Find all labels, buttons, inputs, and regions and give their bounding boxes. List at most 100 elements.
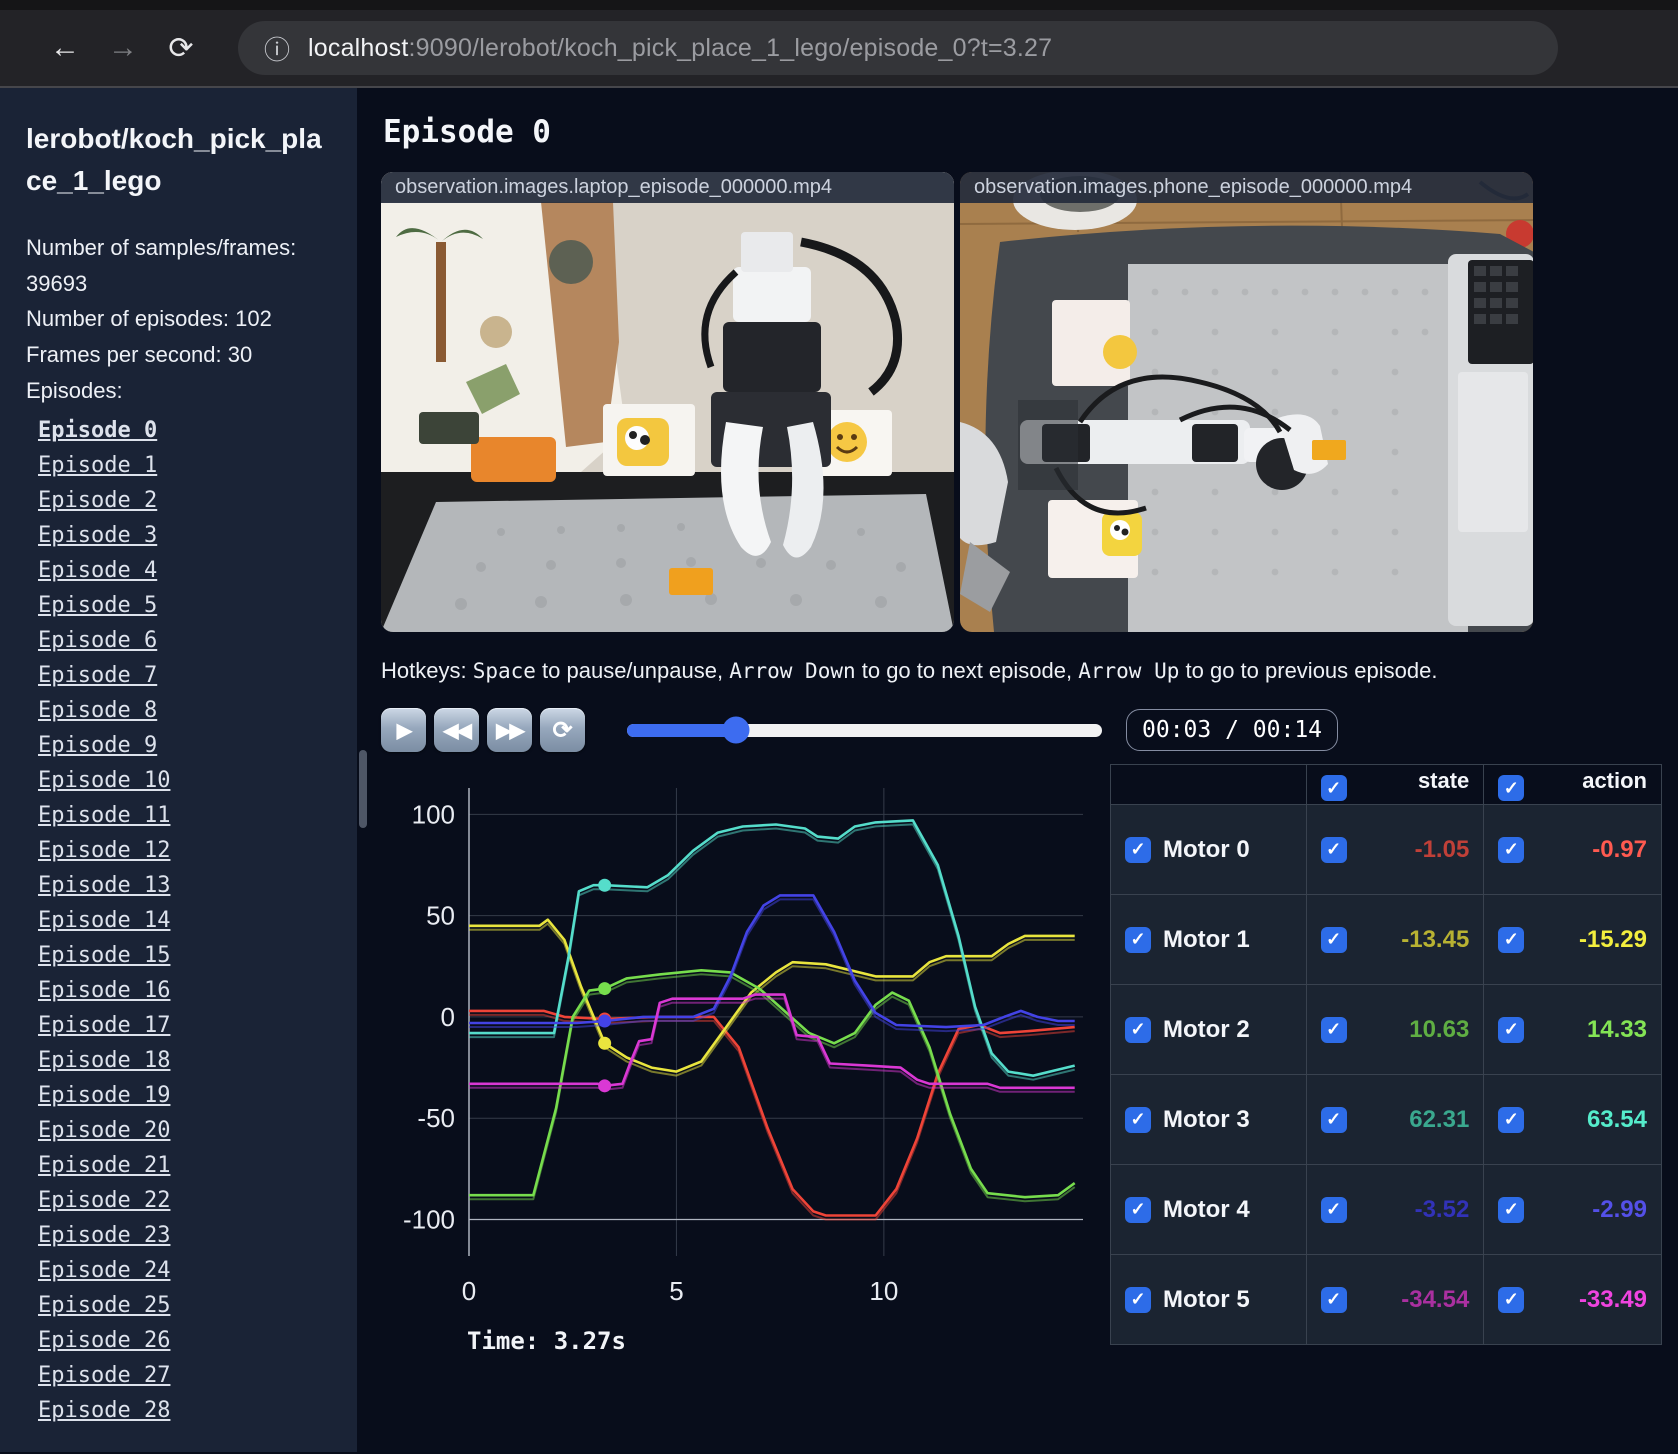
action-column-label: action bbox=[1582, 768, 1647, 793]
site-info-icon[interactable]: ⓘ bbox=[264, 34, 291, 65]
seek-slider-thumb[interactable] bbox=[722, 716, 750, 744]
episode-list-item: Episode 15 bbox=[38, 939, 339, 974]
url-path: :9090/lerobot/koch_pick_place_1_lego/epi… bbox=[408, 33, 1053, 62]
motor-checkbox[interactable]: ✓ bbox=[1125, 836, 1151, 863]
action-checkbox[interactable]: ✓ bbox=[1498, 1016, 1525, 1043]
scrollbar-thumb[interactable] bbox=[359, 750, 367, 828]
state-checkbox[interactable]: ✓ bbox=[1320, 1286, 1347, 1313]
episode-link[interactable]: Episode 16 bbox=[38, 978, 171, 1004]
url-bar[interactable]: ⓘ localhost:9090/lerobot/koch_pick_place… bbox=[238, 21, 1558, 75]
dataset-meta: Number of samples/frames: 39693 Number o… bbox=[26, 230, 328, 408]
episode-link[interactable]: Episode 18 bbox=[38, 1048, 171, 1074]
episode-link[interactable]: Episode 1 bbox=[38, 453, 158, 479]
episode-list-item: Episode 22 bbox=[38, 1184, 339, 1219]
episode-list-item: Episode 17 bbox=[38, 1009, 339, 1044]
episode-list-item: Episode 18 bbox=[38, 1044, 339, 1079]
play-button[interactable]: ▶ bbox=[381, 708, 426, 752]
episode-link[interactable]: Episode 0 bbox=[38, 418, 158, 444]
action-checkbox[interactable]: ✓ bbox=[1498, 1106, 1525, 1133]
svg-text:10: 10 bbox=[869, 1276, 898, 1306]
episode-list-item: Episode 0 bbox=[38, 414, 339, 449]
svg-text:-100: -100 bbox=[403, 1205, 455, 1235]
action-checkbox[interactable]: ✓ bbox=[1498, 1196, 1525, 1223]
action-checkbox[interactable]: ✓ bbox=[1498, 1286, 1525, 1313]
episode-link[interactable]: Episode 9 bbox=[38, 733, 158, 759]
episode-link[interactable]: Episode 6 bbox=[38, 628, 158, 654]
svg-text:0: 0 bbox=[441, 1002, 455, 1032]
rewind-icon: ◀◀ bbox=[443, 719, 472, 742]
state-value: -3.52 bbox=[1414, 1195, 1470, 1223]
episode-link[interactable]: Episode 24 bbox=[38, 1258, 171, 1284]
svg-text:0: 0 bbox=[462, 1276, 476, 1306]
reload-icon[interactable]: ⟳ bbox=[168, 31, 194, 65]
episode-link[interactable]: Episode 3 bbox=[38, 523, 158, 549]
episode-link[interactable]: Episode 4 bbox=[38, 558, 158, 584]
episode-link[interactable]: Episode 8 bbox=[38, 698, 158, 724]
action-value: 14.33 bbox=[1586, 1015, 1647, 1043]
episode-list-item: Episode 16 bbox=[38, 974, 339, 1009]
episode-link[interactable]: Episode 2 bbox=[38, 488, 158, 514]
motor-checkbox[interactable]: ✓ bbox=[1125, 926, 1151, 953]
motor-row: ✓ Motor 0 ✓ -1.05 ✓ -0.97 bbox=[1110, 804, 1662, 895]
video-frame-laptop bbox=[381, 172, 954, 632]
state-checkbox[interactable]: ✓ bbox=[1320, 1196, 1347, 1223]
motor-checkbox[interactable]: ✓ bbox=[1125, 1016, 1151, 1043]
page-title: Episode 0 bbox=[383, 114, 551, 150]
video-phone[interactable]: observation.images.phone_episode_000000.… bbox=[960, 172, 1533, 632]
episode-link[interactable]: Episode 22 bbox=[38, 1188, 171, 1214]
episode-link[interactable]: Episode 17 bbox=[38, 1013, 171, 1039]
episode-link[interactable]: Episode 13 bbox=[38, 873, 171, 899]
state-checkbox[interactable]: ✓ bbox=[1320, 926, 1347, 953]
episode-list-item: Episode 7 bbox=[38, 659, 339, 694]
rewind-button[interactable]: ◀◀ bbox=[434, 708, 479, 752]
back-icon[interactable]: ← bbox=[50, 31, 80, 64]
hotkeys-help: Hotkeys: Space to pause/unpause, Arrow D… bbox=[381, 658, 1438, 683]
hotkey-arrow-up: Arrow Up bbox=[1078, 659, 1180, 683]
fast-forward-button[interactable]: ▶▶ bbox=[487, 708, 532, 752]
state-checkbox[interactable]: ✓ bbox=[1320, 836, 1347, 863]
episode-link[interactable]: Episode 14 bbox=[38, 908, 171, 934]
episode-link[interactable]: Episode 11 bbox=[38, 803, 171, 829]
episode-list-item: Episode 11 bbox=[38, 799, 339, 834]
state-checkbox[interactable]: ✓ bbox=[1320, 1016, 1347, 1043]
meta-samples: Number of samples/frames: 39693 bbox=[26, 235, 297, 296]
episode-link[interactable]: Episode 21 bbox=[38, 1153, 171, 1179]
episode-list-item: Episode 2 bbox=[38, 484, 339, 519]
episode-link[interactable]: Episode 5 bbox=[38, 593, 158, 619]
motor-checkbox[interactable]: ✓ bbox=[1125, 1106, 1151, 1133]
state-column-label: state bbox=[1417, 768, 1470, 793]
action-value: -15.29 bbox=[1578, 925, 1647, 953]
episode-link[interactable]: Episode 10 bbox=[38, 768, 171, 794]
action-checkbox[interactable]: ✓ bbox=[1498, 926, 1525, 953]
episode-link[interactable]: Episode 19 bbox=[38, 1083, 171, 1109]
state-checkbox[interactable]: ✓ bbox=[1320, 1106, 1347, 1133]
motor-chart[interactable]: 100 50 0 -50 -100 0 5 10 Time: 3.27s bbox=[381, 764, 1093, 1355]
episode-link[interactable]: Episode 20 bbox=[38, 1118, 171, 1144]
episode-link[interactable]: Episode 26 bbox=[38, 1328, 171, 1354]
episode-list-item: Episode 5 bbox=[38, 589, 339, 624]
loop-button[interactable]: ⟳ bbox=[540, 708, 585, 752]
episode-link[interactable]: Episode 27 bbox=[38, 1363, 171, 1389]
motor-row: ✓ Motor 4 ✓ -3.52 ✓ -2.99 bbox=[1110, 1164, 1662, 1255]
motor-checkbox[interactable]: ✓ bbox=[1125, 1286, 1151, 1313]
motor-row: ✓ Motor 3 ✓ 62.31 ✓ 63.54 bbox=[1110, 1074, 1662, 1165]
motor-table-header: ✓ state ✓ action bbox=[1110, 764, 1662, 805]
episode-link[interactable]: Episode 15 bbox=[38, 943, 171, 969]
episode-list-item: Episode 23 bbox=[38, 1219, 339, 1254]
episode-list-item: Episode 3 bbox=[38, 519, 339, 554]
action-column-checkbox[interactable]: ✓ bbox=[1498, 775, 1525, 801]
episode-link[interactable]: Episode 7 bbox=[38, 663, 158, 689]
video-laptop[interactable]: observation.images.laptop_episode_000000… bbox=[381, 172, 954, 632]
episode-link[interactable]: Episode 25 bbox=[38, 1293, 171, 1319]
hotkey-arrow-down: Arrow Down bbox=[729, 659, 856, 683]
motor-checkbox[interactable]: ✓ bbox=[1125, 1196, 1151, 1223]
episode-link[interactable]: Episode 28 bbox=[38, 1398, 171, 1424]
video-title-phone: observation.images.phone_episode_000000.… bbox=[960, 172, 1533, 203]
action-checkbox[interactable]: ✓ bbox=[1498, 836, 1525, 863]
episode-link[interactable]: Episode 12 bbox=[38, 838, 171, 864]
episode-link[interactable]: Episode 23 bbox=[38, 1223, 171, 1249]
state-column-checkbox[interactable]: ✓ bbox=[1320, 775, 1347, 801]
forward-icon[interactable]: → bbox=[108, 31, 138, 64]
seek-slider[interactable] bbox=[627, 716, 1102, 744]
episode-list-item: Episode 19 bbox=[38, 1079, 339, 1114]
